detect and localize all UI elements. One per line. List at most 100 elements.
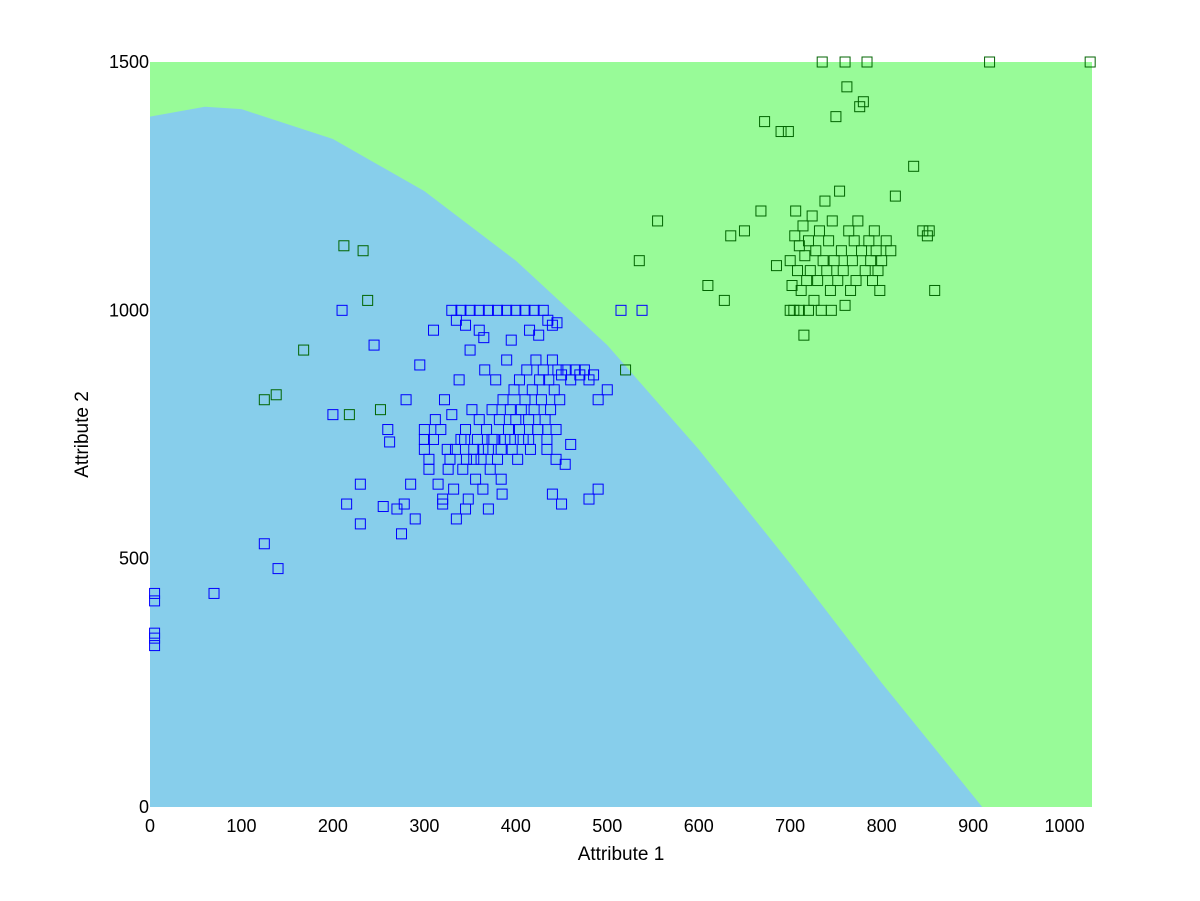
y-tick-label: 1500 [109, 52, 149, 72]
plot-area [150, 62, 1092, 807]
point-class-a [149, 640, 161, 652]
x-axis-label: Attribute 1 [578, 844, 665, 865]
point-class-a [468, 453, 480, 465]
point-class-b [984, 56, 996, 68]
point-class-b [775, 126, 787, 138]
point-class-b [868, 225, 880, 237]
point-class-a [418, 443, 430, 455]
point-class-a [368, 339, 380, 351]
point-class-a [405, 478, 417, 490]
point-class-a [428, 433, 440, 445]
point-class-b [755, 205, 767, 217]
point-class-b [857, 96, 869, 108]
x-tick-label: 400 [501, 816, 531, 836]
x-tick-label: 800 [867, 816, 897, 836]
point-class-a [559, 458, 571, 470]
point-class-b [770, 260, 782, 272]
point-class-a [327, 409, 339, 421]
point-class-a [336, 304, 348, 316]
point-class-a [149, 587, 161, 599]
point-class-b [362, 294, 374, 306]
point-class-a [448, 483, 460, 495]
point-class-a [258, 538, 270, 550]
point-class-a [510, 304, 522, 316]
point-class-b [856, 245, 868, 257]
point-class-a [450, 314, 462, 326]
x-tick-label: 500 [592, 816, 622, 836]
point-class-b [861, 56, 873, 68]
point-class-b [823, 235, 835, 247]
point-class-a [601, 384, 613, 396]
point-class-b [850, 275, 862, 287]
point-class-b [908, 160, 920, 172]
point-class-a [354, 518, 366, 530]
point-class-a [477, 443, 489, 455]
point-class-a [453, 374, 465, 386]
point-class-a [400, 394, 412, 406]
point-class-a [398, 498, 410, 510]
point-class-a [528, 304, 540, 316]
point-class-b [852, 215, 864, 227]
point-class-b [846, 255, 858, 267]
point-class-b [923, 225, 935, 237]
point-class-b [885, 245, 897, 257]
point-class-a [535, 394, 547, 406]
point-class-a [438, 394, 450, 406]
x-tick-label: 600 [684, 816, 714, 836]
x-tick-label: 300 [409, 816, 439, 836]
point-class-a [504, 433, 516, 445]
y-tick-label: 1000 [109, 300, 149, 320]
x-tick-label: 700 [775, 816, 805, 836]
point-class-a [551, 317, 563, 329]
point-class-b [738, 225, 750, 237]
point-class-a [541, 443, 553, 455]
point-class-a [435, 424, 447, 436]
point-class-b [797, 220, 809, 232]
point-class-a [470, 473, 482, 485]
data-points [149, 56, 1096, 652]
point-class-b [825, 304, 837, 316]
point-class-b [813, 225, 825, 237]
point-class-a [341, 498, 353, 510]
x-tick-label: 200 [318, 816, 348, 836]
point-class-b [824, 284, 836, 296]
point-class-b [725, 230, 737, 242]
point-class-b [848, 235, 860, 247]
point-class-b [876, 255, 888, 267]
point-class-a [354, 478, 366, 490]
point-class-b [298, 344, 310, 356]
point-class-b [620, 364, 632, 376]
x-tick-label: 0 [145, 816, 155, 836]
point-class-a [473, 324, 485, 336]
point-class-a [501, 304, 513, 316]
point-class-a [526, 384, 538, 396]
point-class-a [565, 438, 577, 450]
point-class-a [432, 478, 444, 490]
point-class-b [821, 265, 833, 277]
point-class-a [521, 364, 533, 376]
x-axis: 0 100 200 300 400 500 600 700 800 900 1000 [145, 816, 1085, 836]
point-class-a [546, 488, 558, 500]
point-class-a [442, 463, 454, 475]
point-class-a [384, 436, 396, 448]
point-class-a [496, 488, 508, 500]
point-class-a [495, 473, 507, 485]
point-class-b [338, 240, 350, 252]
point-class-a [477, 483, 489, 495]
point-class-b [793, 304, 805, 316]
point-class-a [492, 304, 504, 316]
point-class-a [450, 513, 462, 525]
point-class-b [343, 409, 355, 421]
point-class-a [464, 344, 476, 356]
point-class-a [501, 354, 513, 366]
point-class-a [423, 463, 435, 475]
point-class-a [486, 404, 498, 416]
point-class-b [929, 284, 941, 296]
point-class-b [839, 56, 851, 68]
region-class-a [150, 106, 983, 807]
point-class-b [652, 215, 664, 227]
point-class-a [556, 498, 568, 510]
point-class-a [437, 493, 449, 505]
point-class-b [819, 195, 831, 207]
point-class-a [592, 483, 604, 495]
